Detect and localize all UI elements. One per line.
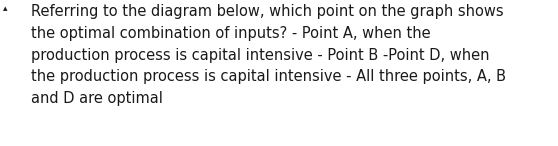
Text: ▴: ▴ (3, 4, 7, 13)
Text: Referring to the diagram below, which point on the graph shows
the optimal combi: Referring to the diagram below, which po… (31, 4, 506, 106)
